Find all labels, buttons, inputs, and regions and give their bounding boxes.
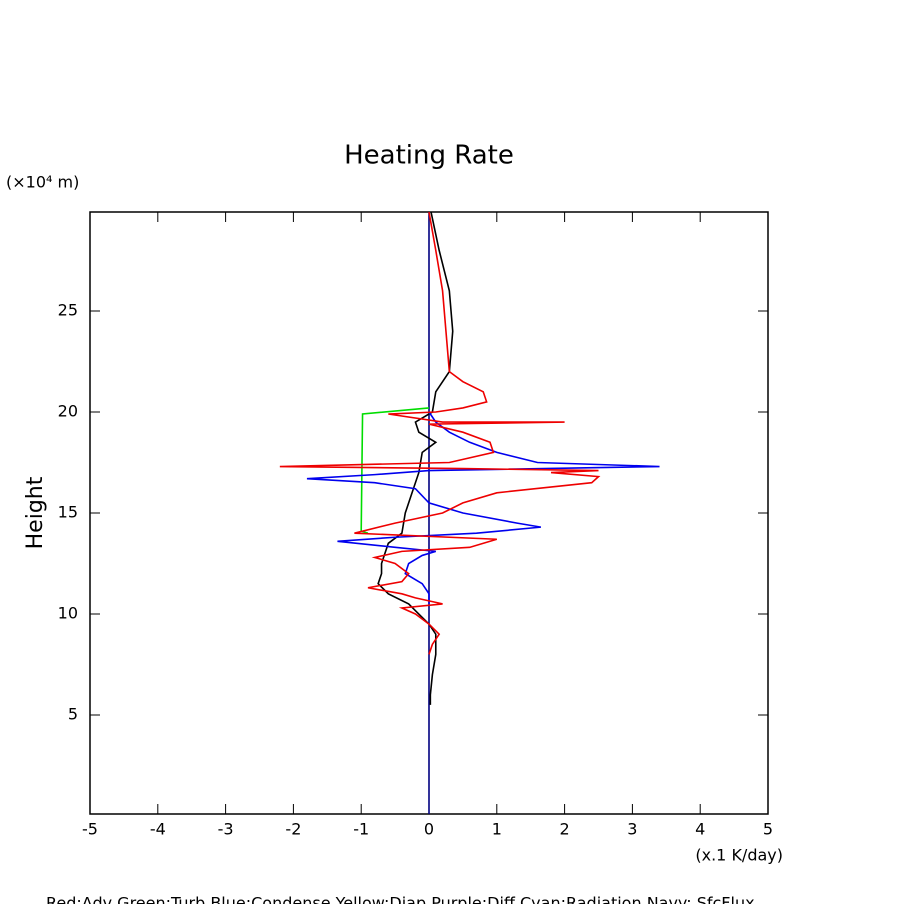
x-tick-label: 3 xyxy=(627,820,637,839)
x-unit: (x.1 K/day) xyxy=(695,846,783,865)
data-line xyxy=(360,407,430,534)
x-tick-label: 0 xyxy=(424,820,434,839)
chart-title: Heating Rate xyxy=(344,141,514,171)
y-unit: (×10⁴ m) xyxy=(6,173,79,192)
x-tick-label: 4 xyxy=(695,820,705,839)
y-tick-label: 25 xyxy=(58,300,78,319)
y-tick-label: 10 xyxy=(58,604,78,623)
y-tick-label: 15 xyxy=(58,503,78,522)
data-line xyxy=(279,211,601,655)
x-tick-label: -5 xyxy=(82,820,98,839)
x-tick-label: 2 xyxy=(560,820,570,839)
x-tick-label: -3 xyxy=(218,820,234,839)
x-tick-label: -1 xyxy=(353,820,369,839)
y-tick-label: 20 xyxy=(58,401,78,420)
x-tick-label: -2 xyxy=(285,820,301,839)
y-axis-title: Height xyxy=(23,476,48,549)
legend-text: Red:Adv Green:Turb Blue:Condense Yellow:… xyxy=(46,894,755,904)
x-tick-label: -4 xyxy=(150,820,166,839)
data-line xyxy=(306,411,660,604)
x-tick-label: 5 xyxy=(763,820,773,839)
x-tick-label: 1 xyxy=(492,820,502,839)
y-tick-label: 5 xyxy=(68,705,78,724)
